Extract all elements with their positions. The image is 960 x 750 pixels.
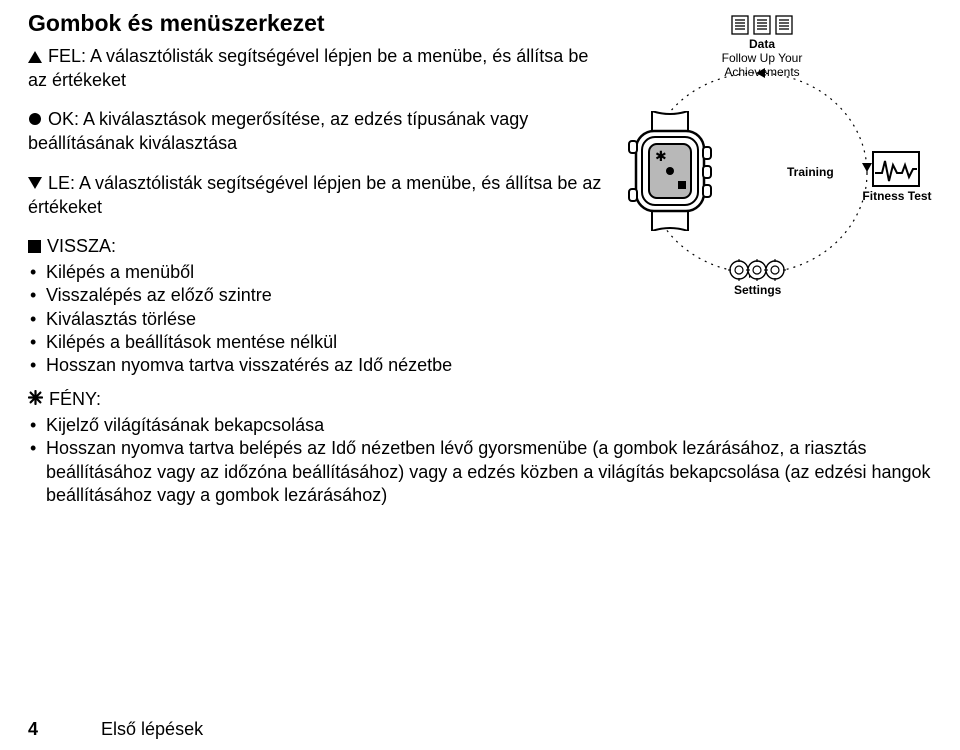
fitness-label: Fitness Test <box>862 190 932 204</box>
list-item: Kijelző világításának bekapcsolása <box>30 414 932 437</box>
menu-structure-diagram: ✱ Data Follow Up Your Achievements <box>612 16 922 316</box>
filled-circle-icon <box>28 109 42 132</box>
filled-square-icon <box>28 236 41 259</box>
data-icon <box>717 14 807 40</box>
footer-section: Első lépések <box>101 719 203 739</box>
asterisk-icon <box>28 388 43 411</box>
section-ok: OK: A kiválasztások megerősítése, az edz… <box>28 108 602 155</box>
list-item: Kilépés a beállítások mentése nélkül <box>30 331 602 354</box>
fel-label: FEL: <box>48 46 86 66</box>
data-label: Data Follow Up Your Achievements <box>712 38 812 79</box>
page-number: 4 <box>28 719 96 740</box>
settings-label: Settings <box>734 284 781 298</box>
le-label: LE: <box>48 173 75 193</box>
vissza-label: VISSZA: <box>47 236 116 256</box>
list-item: Kilépés a menüből <box>30 261 602 284</box>
training-label: Training <box>787 166 834 180</box>
feny-label: FÉNY: <box>49 389 101 409</box>
page-footer: 4 Első lépések <box>28 719 203 740</box>
list-item: Kiválasztás törlése <box>30 308 602 331</box>
svg-text:✱: ✱ <box>655 148 667 164</box>
section-fel: FEL: A választólisták segítségével lépje… <box>28 45 602 92</box>
list-item: Visszalépés az előző szintre <box>30 284 602 307</box>
up-triangle-icon <box>28 46 42 69</box>
section-vissza: VISSZA: <box>28 235 602 259</box>
list-item: Hosszan nyomva tartva belépés az Idő néz… <box>30 437 932 507</box>
watch-icon: ✱ <box>622 111 718 231</box>
down-triangle-icon <box>28 172 42 195</box>
section-feny: FÉNY: <box>28 388 932 412</box>
list-item: Hosszan nyomva tartva visszatérés az Idő… <box>30 354 602 377</box>
fel-text: A választólisták segítségével lépjen be … <box>28 46 588 90</box>
le-text: A választólisták segítségével lépjen be … <box>28 173 601 217</box>
section-le: LE: A választólisták segítségével lépjen… <box>28 172 602 219</box>
ok-label: OK: <box>48 109 79 129</box>
vissza-list: Kilépés a menüből Visszalépés az előző s… <box>28 261 602 378</box>
fitness-icon <box>872 151 920 191</box>
feny-list: Kijelző világításának bekapcsolása Hossz… <box>28 414 932 508</box>
page-title: Gombok és menüszerkezet <box>28 10 602 37</box>
ok-text: A kiválasztások megerősítése, az edzés t… <box>28 109 528 153</box>
settings-icon <box>727 258 787 286</box>
